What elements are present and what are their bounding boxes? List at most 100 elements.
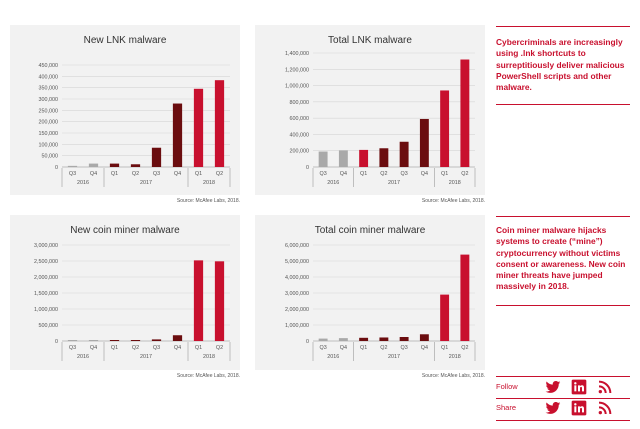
x-tick-label: Q2 bbox=[461, 345, 468, 351]
x-tick-label: Q4 bbox=[421, 171, 428, 177]
x-tick-label: Q1 bbox=[360, 171, 367, 177]
chart-new-coin: New coin miner malware 0 500,000 1,000,000 1… bbox=[34, 225, 231, 361]
y-tick-label: 500,000 bbox=[39, 323, 59, 329]
bar bbox=[130, 164, 141, 167]
x-tick-label: Q3 bbox=[320, 345, 327, 351]
rss-icon[interactable] bbox=[597, 379, 613, 395]
note1-top-rule bbox=[496, 26, 630, 27]
bar bbox=[172, 103, 183, 167]
rss-share-icon[interactable] bbox=[597, 400, 613, 416]
social-top-rule bbox=[496, 376, 630, 377]
bar bbox=[399, 141, 409, 167]
year-label: 2016 bbox=[327, 354, 339, 360]
bar bbox=[399, 337, 409, 341]
y-tick-label: 1,200,000 bbox=[285, 67, 309, 73]
bar bbox=[338, 150, 348, 167]
bar bbox=[440, 294, 450, 341]
chart-title: New coin miner malware bbox=[70, 225, 180, 236]
note-lnk: Cybercriminals are increasingly using .l… bbox=[496, 37, 625, 93]
y-tick-label: 150,000 bbox=[39, 131, 59, 137]
x-tick-label: Q2 bbox=[216, 171, 223, 177]
y-tick-label: 0 bbox=[55, 339, 58, 345]
bar bbox=[88, 163, 99, 167]
x-tick-label: Q4 bbox=[174, 171, 181, 177]
chart-source-total-coin: Source: McAfee Labs, 2018. bbox=[421, 373, 485, 379]
x-tick-label: Q4 bbox=[340, 171, 347, 177]
twitter-share-icon[interactable] bbox=[545, 400, 561, 416]
year-label: 2018 bbox=[203, 354, 215, 360]
bar bbox=[172, 335, 183, 341]
y-tick-label: 6,000,000 bbox=[285, 243, 309, 249]
chart-title: Total coin miner malware bbox=[315, 225, 426, 236]
y-tick-label: 2,000,000 bbox=[285, 307, 309, 313]
year-label: 2018 bbox=[203, 180, 215, 186]
social-bottom-rule bbox=[496, 420, 630, 421]
y-tick-label: 0 bbox=[55, 165, 58, 171]
y-tick-label: 1,400,000 bbox=[285, 51, 309, 57]
chart-title: New LNK malware bbox=[84, 35, 167, 46]
year-label: 2018 bbox=[449, 180, 461, 186]
y-tick-label: 400,000 bbox=[39, 74, 59, 80]
x-tick-label: Q2 bbox=[380, 345, 387, 351]
y-tick-label: 1,500,000 bbox=[34, 291, 58, 297]
bar bbox=[109, 340, 120, 341]
bar bbox=[88, 340, 99, 341]
bar bbox=[193, 260, 204, 341]
x-tick-label: Q4 bbox=[90, 171, 97, 177]
y-tick-label: 300,000 bbox=[39, 97, 59, 103]
y-tick-label: 400,000 bbox=[290, 132, 310, 138]
bar bbox=[419, 334, 429, 341]
social-mid-rule bbox=[496, 398, 630, 399]
x-tick-label: Q3 bbox=[153, 171, 160, 177]
bar bbox=[379, 337, 389, 341]
x-tick-label: Q4 bbox=[421, 345, 428, 351]
x-tick-label: Q1 bbox=[441, 345, 448, 351]
year-label: 2017 bbox=[388, 354, 400, 360]
bar bbox=[214, 80, 225, 167]
bar bbox=[318, 338, 328, 341]
linkedin-share-icon[interactable] bbox=[571, 400, 587, 416]
bar bbox=[460, 254, 470, 341]
y-tick-label: 200,000 bbox=[39, 120, 59, 126]
x-tick-label: Q1 bbox=[195, 345, 202, 351]
linkedin-icon[interactable] bbox=[571, 379, 587, 395]
y-tick-label: 600,000 bbox=[290, 116, 310, 122]
year-label: 2017 bbox=[140, 354, 152, 360]
bar bbox=[419, 118, 429, 167]
y-tick-label: 1,000,000 bbox=[34, 307, 58, 313]
x-tick-label: Q2 bbox=[380, 171, 387, 177]
year-label: 2017 bbox=[388, 180, 400, 186]
x-tick-label: Q3 bbox=[320, 171, 327, 177]
bar bbox=[193, 88, 204, 167]
y-tick-label: 200,000 bbox=[290, 149, 310, 155]
y-tick-label: 0 bbox=[306, 165, 309, 171]
y-tick-label: 0 bbox=[306, 339, 309, 345]
bar bbox=[151, 339, 162, 341]
y-tick-label: 3,000,000 bbox=[34, 243, 58, 249]
bar bbox=[214, 261, 225, 341]
bar bbox=[109, 163, 120, 167]
y-tick-label: 1,000,000 bbox=[285, 323, 309, 329]
twitter-icon[interactable] bbox=[545, 379, 561, 395]
x-tick-label: Q3 bbox=[153, 345, 160, 351]
bar bbox=[67, 340, 78, 341]
x-tick-label: Q4 bbox=[90, 345, 97, 351]
x-tick-label: Q1 bbox=[195, 171, 202, 177]
bar bbox=[318, 151, 328, 167]
bar bbox=[359, 149, 369, 167]
chart-panel-total-coin: Total coin miner malware 0 1,000,000 2,000,… bbox=[255, 215, 485, 370]
y-tick-label: 50,000 bbox=[42, 154, 59, 160]
y-tick-label: 800,000 bbox=[290, 100, 310, 106]
year-label: 2016 bbox=[77, 354, 89, 360]
bar bbox=[338, 338, 348, 341]
chart-source-new-coin: Source: McAfee Labs, 2018. bbox=[176, 373, 240, 379]
x-tick-label: Q3 bbox=[401, 345, 408, 351]
y-tick-label: 100,000 bbox=[39, 142, 59, 148]
chart-panel-new-lnk: New LNK malware 0 50,000 100,000 150,000 200,… bbox=[10, 25, 240, 195]
bar bbox=[151, 147, 162, 167]
y-tick-label: 4,000,000 bbox=[285, 275, 309, 281]
y-tick-label: 350,000 bbox=[39, 86, 59, 92]
x-tick-label: Q1 bbox=[441, 171, 448, 177]
year-label: 2016 bbox=[77, 180, 89, 186]
chart-source-new-lnk: Source: McAfee Labs, 2018. bbox=[176, 198, 240, 204]
